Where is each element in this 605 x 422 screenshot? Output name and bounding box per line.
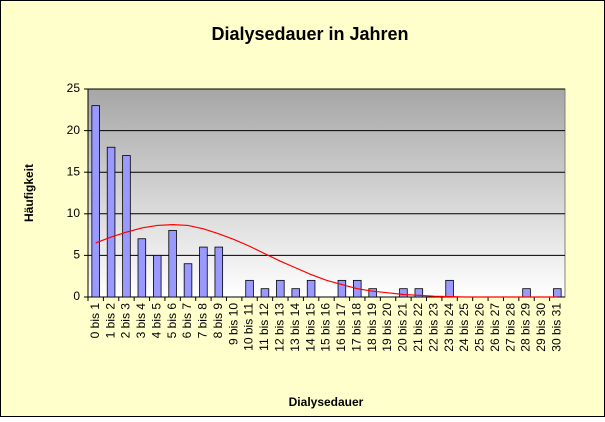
x-axis-label: Dialysedauer <box>289 395 364 409</box>
x-tick-label: 21 bis 22 <box>411 303 425 352</box>
y-tick-label: 20 <box>67 123 81 137</box>
bar <box>245 279 254 298</box>
x-tick-label: 5 bis 6 <box>165 303 179 339</box>
y-tick-label: 5 <box>73 248 80 262</box>
x-tick-label: 15 bis 16 <box>319 303 333 352</box>
bar <box>137 238 147 298</box>
x-tick-label: 28 bis 29 <box>519 303 533 352</box>
x-tick-label: 10 bis 11 <box>242 303 256 351</box>
x-tick-label: 4 bis 5 <box>149 303 163 339</box>
y-axis-label: Häufigkeit <box>22 164 36 222</box>
bar <box>168 230 177 298</box>
x-tick-label: 1 bis 2 <box>103 303 117 339</box>
x-tick-label: 2 bis 3 <box>119 303 133 339</box>
plot-area <box>87 88 566 298</box>
y-tick-label: 25 <box>67 81 81 95</box>
x-tick-label: 8 bis 9 <box>211 303 225 339</box>
bar <box>152 254 162 298</box>
fit-line <box>95 224 558 298</box>
x-tick-label: 22 bis 23 <box>426 303 440 352</box>
x-tick-label: 11 bis 12 <box>257 303 271 351</box>
bar <box>183 263 193 298</box>
x-tick-label: 7 bis 8 <box>196 303 210 339</box>
x-tick-label: 14 bis 15 <box>303 303 317 352</box>
x-tick-label: 29 bis 30 <box>534 303 548 352</box>
x-tick-label: 9 bis 10 <box>226 303 240 345</box>
bar <box>214 246 224 298</box>
x-tick-label: 17 bis 18 <box>349 303 363 352</box>
bar <box>291 288 300 298</box>
x-tick-label: 23 bis 24 <box>442 303 456 352</box>
bar <box>122 155 131 298</box>
y-tick-label: 0 <box>73 289 80 303</box>
bar <box>399 288 408 298</box>
y-tick-label: 10 <box>67 206 81 220</box>
bar <box>414 288 424 298</box>
x-tick-label: 25 bis 26 <box>473 303 487 352</box>
bar <box>199 246 208 298</box>
x-tick-label: 18 bis 19 <box>365 303 379 352</box>
x-tick-label: 13 bis 14 <box>288 303 302 352</box>
x-tick-label: 3 bis 4 <box>134 303 148 339</box>
bar <box>445 279 454 298</box>
x-tick-label: 12 bis 13 <box>273 303 287 352</box>
bar <box>368 288 377 298</box>
chart-title: Dialysedauer in Jahren <box>211 24 408 44</box>
bar <box>91 105 100 298</box>
x-tick-label: 19 bis 20 <box>380 303 394 352</box>
bar <box>522 288 531 298</box>
x-tick-label: 16 bis 17 <box>334 303 348 352</box>
y-tick-label: 15 <box>67 164 81 178</box>
x-tick-label: 6 bis 7 <box>180 303 194 339</box>
x-tick-label: 27 bis 28 <box>503 303 517 352</box>
x-tick-label: 30 bis 31 <box>549 303 563 352</box>
bar <box>106 146 116 298</box>
x-tick-label: 24 bis 25 <box>457 303 471 352</box>
x-tick-label: 26 bis 27 <box>488 303 502 352</box>
bar <box>306 279 316 298</box>
bar <box>553 288 562 298</box>
bar <box>260 288 270 298</box>
bar <box>337 279 347 298</box>
x-tick-label: 0 bis 1 <box>88 303 102 339</box>
bar <box>276 279 285 298</box>
x-tick-label: 20 bis 21 <box>396 303 410 352</box>
